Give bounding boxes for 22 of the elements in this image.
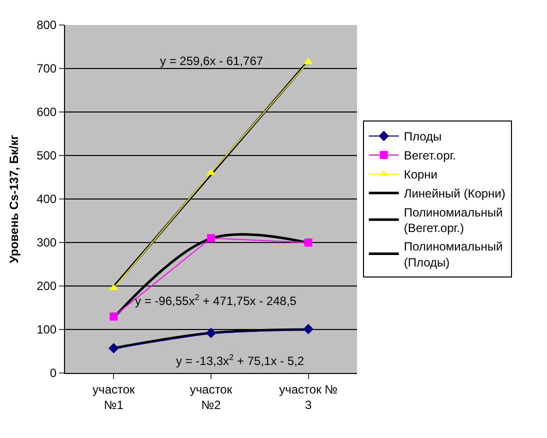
y-tick-label: 300 — [36, 236, 57, 250]
y-tick-label: 700 — [36, 62, 57, 76]
annotation: y = -13,3x$^{2}$ + 75,1x - 5,2 — [176, 352, 304, 368]
y-tick-label: 400 — [36, 192, 57, 206]
x-tick-label: участок №2 — [190, 382, 233, 412]
x-tick-label: участок № 3 — [279, 382, 338, 412]
x-tick-label: участок №1 — [92, 382, 136, 412]
legend-label: Полиномиальный (Вегет.орг.) — [404, 205, 503, 236]
y-tick-label: 600 — [36, 105, 57, 120]
legend-label: Плоды — [404, 130, 442, 144]
legend-label: Вегет.орг. — [404, 148, 456, 163]
y-axis-title: Уровень Cs-137, Бк/кг — [6, 134, 21, 264]
legend-label: Корни — [404, 168, 438, 182]
y-tick-label: 100 — [36, 322, 57, 337]
y-tick-label: 500 — [36, 148, 57, 163]
y-tick-label: 200 — [36, 279, 57, 294]
annotation: y = -96,55x$^{2}$ + 471,75x - 248,5 — [135, 292, 297, 308]
legend-label: Линейный (Корни) — [404, 186, 506, 201]
y-tick-label: 0 — [50, 366, 57, 380]
legend-label: Полиномиальный (Плоды) — [404, 240, 503, 270]
y-tick-label: 800 — [36, 18, 57, 32]
annotation: y = 259,6x - 61,767 — [160, 54, 264, 68]
